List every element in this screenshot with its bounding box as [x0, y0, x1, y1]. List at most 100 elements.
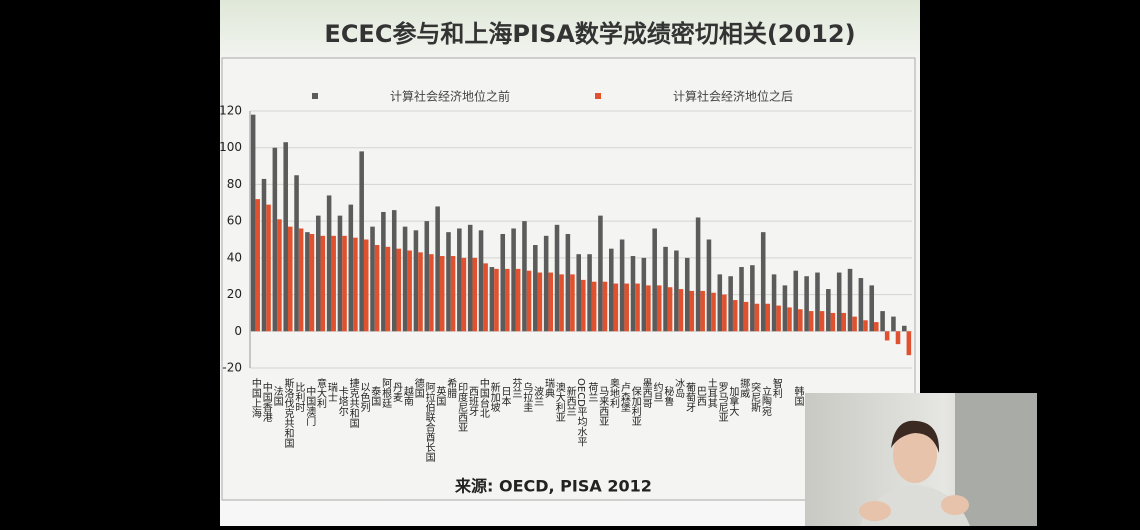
x-tick-label: 中国上海	[249, 377, 261, 419]
bar	[283, 142, 288, 332]
bar	[446, 232, 451, 332]
bar	[874, 322, 879, 332]
bar	[798, 309, 803, 332]
bar	[602, 281, 608, 332]
bar	[858, 278, 864, 332]
bar	[250, 114, 256, 332]
bar	[815, 272, 820, 332]
bar	[819, 311, 825, 332]
bar	[667, 287, 673, 332]
webcam-overlay	[805, 393, 1037, 526]
x-tick-label: 加拿大	[727, 386, 739, 417]
bar	[793, 270, 799, 332]
bar	[554, 224, 560, 332]
bar	[641, 257, 647, 332]
bar	[706, 239, 712, 332]
bar	[646, 285, 651, 332]
x-tick-label: 德国	[412, 377, 424, 399]
x-tick-label: 西班牙	[466, 386, 478, 417]
x-tick-label: 瑞典	[542, 378, 554, 399]
bar	[298, 228, 304, 332]
bar	[830, 312, 836, 332]
bar	[613, 283, 619, 332]
x-tick-label: 泰国	[369, 385, 381, 407]
y-tick-label: 120	[219, 104, 242, 118]
x-tick-label: 乌拉圭	[521, 381, 533, 412]
bar	[413, 230, 419, 332]
bar	[522, 221, 527, 332]
x-tick-label: 日本	[499, 386, 511, 407]
x-tick-label: 英国	[434, 385, 446, 407]
bar	[656, 285, 662, 332]
y-tick-label: 80	[227, 177, 242, 191]
x-tick-label: 约旦	[651, 381, 663, 402]
x-tick-label: OECD平均水平	[575, 378, 587, 448]
x-tick-label: 越南	[401, 385, 413, 406]
bar	[728, 276, 733, 332]
bar	[852, 316, 857, 332]
bar	[315, 215, 321, 332]
x-tick-label: 葡萄牙	[684, 381, 696, 413]
bar	[309, 233, 315, 332]
bar	[743, 301, 749, 332]
x-tick-label: 阿根廷	[380, 378, 392, 409]
bar	[331, 235, 336, 332]
bar	[457, 228, 462, 332]
bar	[678, 289, 684, 332]
bar	[765, 303, 771, 332]
bar	[320, 235, 326, 332]
x-tick-label: 卡塔尔	[336, 385, 348, 416]
bar	[847, 268, 853, 332]
bar	[483, 263, 488, 332]
bar	[608, 248, 614, 332]
bar	[808, 311, 814, 332]
y-tick-label: 100	[219, 140, 242, 154]
bar	[511, 228, 516, 332]
bar	[385, 246, 391, 332]
bar	[684, 257, 690, 332]
bar	[342, 235, 347, 332]
bar	[624, 283, 629, 332]
bar	[906, 331, 912, 356]
bar	[255, 199, 260, 332]
bar	[776, 305, 781, 332]
x-tick-label: 波兰	[532, 385, 544, 406]
bar	[402, 226, 408, 332]
bar	[700, 290, 705, 332]
x-tick-label: 希腊	[445, 377, 457, 399]
x-tick-label: 丹麦	[391, 382, 403, 403]
bar	[559, 274, 564, 332]
bar	[689, 290, 695, 332]
x-tick-label: 卢森堡	[618, 381, 630, 412]
bar	[570, 274, 575, 332]
bar	[359, 151, 364, 332]
x-tick-label: 以色列	[358, 382, 370, 413]
bar	[884, 331, 890, 341]
x-tick-label: 澳大利亚	[553, 381, 565, 422]
x-tick-label: 瑞士	[325, 382, 337, 402]
x-tick-label: 中国台北	[477, 377, 489, 418]
bar	[826, 289, 831, 332]
bar	[771, 274, 777, 332]
bar	[630, 256, 636, 332]
x-tick-label: 巴西	[694, 386, 706, 406]
y-tick-label: 20	[227, 287, 242, 301]
bar	[370, 226, 375, 332]
x-tick-label: 荷兰	[586, 382, 598, 402]
bar	[804, 276, 809, 332]
bar	[472, 257, 478, 332]
x-tick-label: 印度尼西亚	[456, 382, 468, 432]
bar	[711, 292, 716, 332]
bar	[537, 272, 543, 332]
legend-swatch	[312, 93, 318, 99]
bar	[895, 331, 901, 345]
x-tick-label: 保加利亚	[629, 385, 641, 426]
x-tick-label: 奥地利	[608, 377, 620, 408]
bar	[717, 274, 723, 332]
bar	[782, 285, 788, 332]
bar	[739, 267, 744, 332]
x-tick-label: 新加坡	[488, 381, 500, 413]
x-tick-label: 冰岛	[673, 377, 685, 399]
